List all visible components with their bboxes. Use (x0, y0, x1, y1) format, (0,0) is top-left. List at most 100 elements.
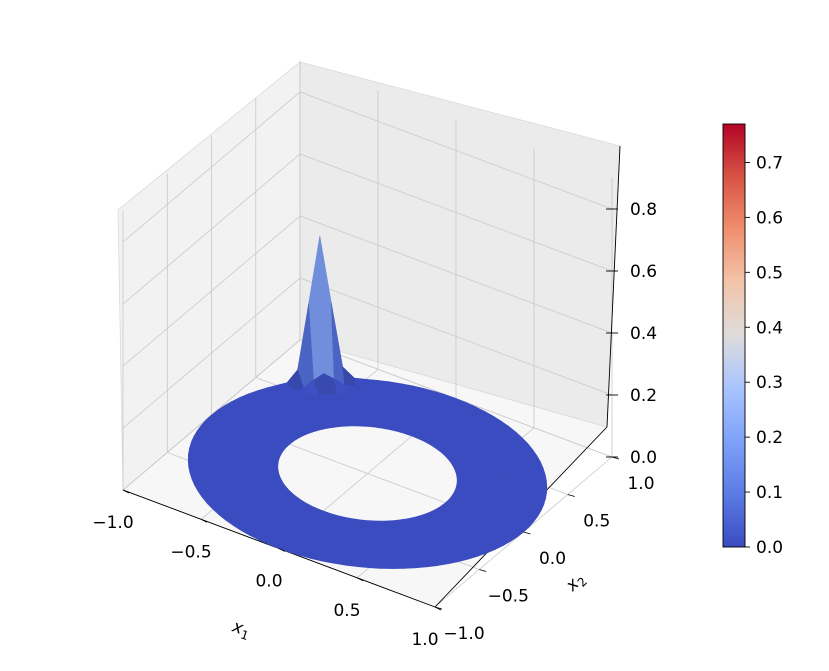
surface-facet (525, 461, 544, 469)
surface-facet (358, 409, 368, 419)
surface-facet (454, 469, 472, 475)
surface-facet (358, 543, 369, 553)
x-axis-label: x1 (228, 616, 253, 643)
surface-facet (496, 463, 515, 470)
y-tick-label: −0.5 (488, 587, 529, 607)
surface-facet (482, 464, 500, 471)
x-tick-mark (278, 548, 286, 552)
surface-facet (511, 462, 529, 470)
y-tick-label: 0.0 (539, 549, 566, 569)
surface-facet (345, 557, 359, 567)
surface-facet (361, 519, 369, 529)
x-tick-label: 1.0 (411, 630, 438, 650)
surface-facet (515, 473, 532, 481)
surface-facet (247, 468, 265, 474)
surface-facet (346, 393, 359, 403)
colorbar-gradient (722, 123, 746, 548)
grid-line-z (122, 339, 613, 491)
surface-facet (529, 473, 547, 481)
x-tick-label: 0.5 (333, 601, 360, 621)
grid-line-z (122, 277, 613, 429)
y-tick-mark (523, 531, 531, 535)
y-tick-label: −1.0 (443, 624, 484, 644)
surface-facet (360, 527, 369, 537)
surface-facet (356, 394, 367, 404)
grid-line-z (122, 215, 613, 367)
surface-facet (355, 386, 367, 396)
y-tick-mark (567, 494, 575, 497)
y-tick-mark (434, 606, 443, 610)
colorbar-tick-label: 0.0 (756, 538, 783, 558)
surface-facet (354, 377, 367, 388)
x-ticks: −1.0 −0.5 0.0 0.5 1.0 (92, 489, 442, 650)
surface-facet (467, 465, 486, 471)
surface-facet (232, 467, 250, 474)
colorbar-tick-label: 0.1 (756, 483, 783, 503)
surface-facet (219, 472, 237, 479)
surface-facet (356, 558, 370, 569)
x-tick-label: 0.0 (255, 572, 282, 592)
surface-facet (359, 417, 368, 427)
surface-facet (366, 394, 377, 404)
surface-facet (366, 410, 375, 420)
x-tick-label: −0.5 (170, 542, 211, 562)
z-tick-label: 0.8 (630, 200, 657, 220)
surface-facet (498, 468, 516, 475)
surface-facet (368, 535, 378, 545)
grid-line-z (122, 91, 613, 243)
surface-facet (217, 462, 234, 469)
y-tick-label: 0.5 (583, 512, 610, 532)
surface-facet (333, 555, 348, 566)
y-tick-mark (479, 569, 487, 572)
x-tick-label: −1.0 (92, 513, 133, 533)
surface-facet (218, 467, 235, 474)
colorbar-tick-label: 0.5 (756, 263, 783, 283)
surface-facet (484, 469, 502, 475)
surface-facet (348, 541, 361, 552)
surface-facet (357, 402, 367, 412)
surface-facet (365, 378, 379, 389)
z-tick-label: 0.4 (630, 324, 657, 344)
z-tick-label: 0.2 (630, 386, 657, 406)
y-ticks: −1.0−0.5 0.0 0.5 1.0 (434, 456, 655, 644)
surface-facet (202, 461, 219, 469)
surface-facet (352, 526, 362, 536)
surface-facet (350, 534, 361, 544)
surface-facet (513, 468, 531, 475)
y-axis-label: x2 (561, 569, 590, 598)
surface-facet (357, 550, 370, 561)
surface-facet (203, 466, 220, 474)
colorbar-tick-label: 0.2 (756, 428, 783, 448)
x-axis-label-sub: 1 (239, 627, 251, 643)
colorbar-ticks: 0.0 0.1 0.2 0.3 0.4 0.5 0.6 0.7 (745, 153, 783, 558)
colorbar-tick-label: 0.6 (756, 208, 783, 228)
z-axis-line (606, 145, 621, 428)
colorbar: 0.0 0.1 0.2 0.3 0.4 0.5 0.6 0.7 (722, 123, 783, 558)
y-tick-label: 1.0 (627, 474, 654, 494)
colorbar-tick-label: 0.7 (756, 153, 783, 173)
surface-facet (344, 384, 357, 395)
surface-facet (469, 469, 487, 475)
colorbar-tick-label: 0.4 (756, 318, 783, 338)
axes-3d: −1.0−0.50.00.51.0 −1.0−0.50.00.51.0 0.00… (92, 61, 657, 650)
surface (187, 235, 548, 569)
grid-line-z (122, 153, 613, 305)
surface-facet (189, 472, 207, 480)
surface-facet (368, 551, 380, 561)
x-tick-mark (200, 518, 208, 523)
x-tick-mark (122, 489, 130, 494)
x-tick-mark (356, 577, 364, 582)
surface-facet (366, 402, 376, 412)
surface-facet (188, 466, 206, 474)
z-ticks: 0.0 0.2 0.4 0.6 0.8 (606, 200, 657, 468)
surface-facet (359, 535, 369, 545)
surface-facet (187, 459, 204, 468)
surface-facet (528, 467, 546, 475)
z-tick-label: 0.6 (630, 262, 657, 282)
surface-facet (368, 559, 381, 569)
z-tick-label: 0.0 (630, 448, 657, 468)
colorbar-tick-label: 0.3 (756, 373, 783, 393)
surface-facet (410, 558, 427, 569)
surface-facet (262, 469, 280, 474)
